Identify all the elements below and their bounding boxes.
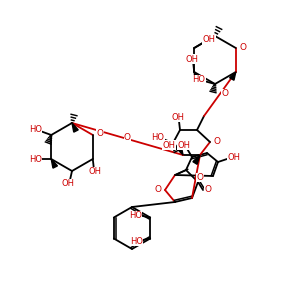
Text: O: O bbox=[214, 136, 220, 146]
Text: OH: OH bbox=[186, 55, 199, 64]
Text: O: O bbox=[124, 133, 131, 142]
Text: O: O bbox=[196, 173, 203, 182]
Text: OH: OH bbox=[172, 112, 184, 122]
Text: HO: HO bbox=[130, 237, 143, 246]
Text: HO: HO bbox=[129, 211, 142, 220]
Text: HO: HO bbox=[29, 154, 42, 164]
Polygon shape bbox=[177, 146, 183, 155]
Text: O: O bbox=[205, 184, 212, 194]
Text: OH: OH bbox=[178, 140, 190, 149]
Text: HO: HO bbox=[29, 124, 42, 134]
Text: O: O bbox=[221, 89, 228, 98]
Text: OH: OH bbox=[203, 35, 216, 44]
Text: HO: HO bbox=[152, 134, 164, 142]
Text: O: O bbox=[96, 130, 103, 139]
Polygon shape bbox=[193, 155, 200, 164]
Text: O: O bbox=[154, 185, 161, 194]
Text: OH: OH bbox=[88, 167, 101, 176]
Text: OH: OH bbox=[227, 152, 241, 161]
Text: HO: HO bbox=[193, 76, 206, 85]
Text: O: O bbox=[239, 44, 246, 52]
Polygon shape bbox=[72, 123, 78, 132]
Text: OH: OH bbox=[163, 140, 176, 149]
Text: OH: OH bbox=[61, 179, 74, 188]
Polygon shape bbox=[51, 159, 58, 168]
Polygon shape bbox=[194, 72, 200, 80]
Polygon shape bbox=[230, 72, 236, 80]
